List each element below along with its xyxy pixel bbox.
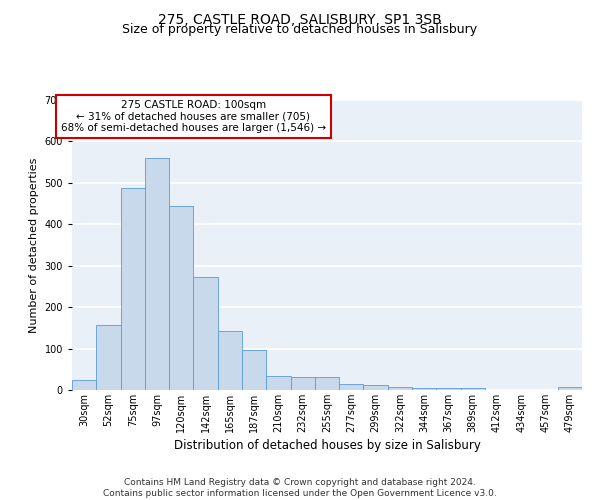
Bar [412,388,436,390]
Bar [558,387,582,390]
Bar [388,386,412,390]
Bar [72,380,96,390]
Bar [436,388,461,390]
Text: 275, CASTLE ROAD, SALISBURY, SP1 3SB: 275, CASTLE ROAD, SALISBURY, SP1 3SB [158,12,442,26]
Bar [218,331,242,390]
Bar [461,388,485,390]
Text: Contains HM Land Registry data © Crown copyright and database right 2024.
Contai: Contains HM Land Registry data © Crown c… [103,478,497,498]
Bar [145,158,169,390]
Text: 275 CASTLE ROAD: 100sqm
← 31% of detached houses are smaller (705)
68% of semi-d: 275 CASTLE ROAD: 100sqm ← 31% of detache… [61,100,326,133]
Bar [290,376,315,390]
Bar [364,385,388,390]
Bar [315,376,339,390]
Bar [169,206,193,390]
Bar [96,325,121,390]
Bar [266,376,290,390]
Bar [242,350,266,390]
Bar [193,278,218,390]
Y-axis label: Number of detached properties: Number of detached properties [29,158,39,332]
Bar [339,384,364,390]
Text: Size of property relative to detached houses in Salisbury: Size of property relative to detached ho… [122,24,478,36]
Bar [121,188,145,390]
X-axis label: Distribution of detached houses by size in Salisbury: Distribution of detached houses by size … [173,439,481,452]
